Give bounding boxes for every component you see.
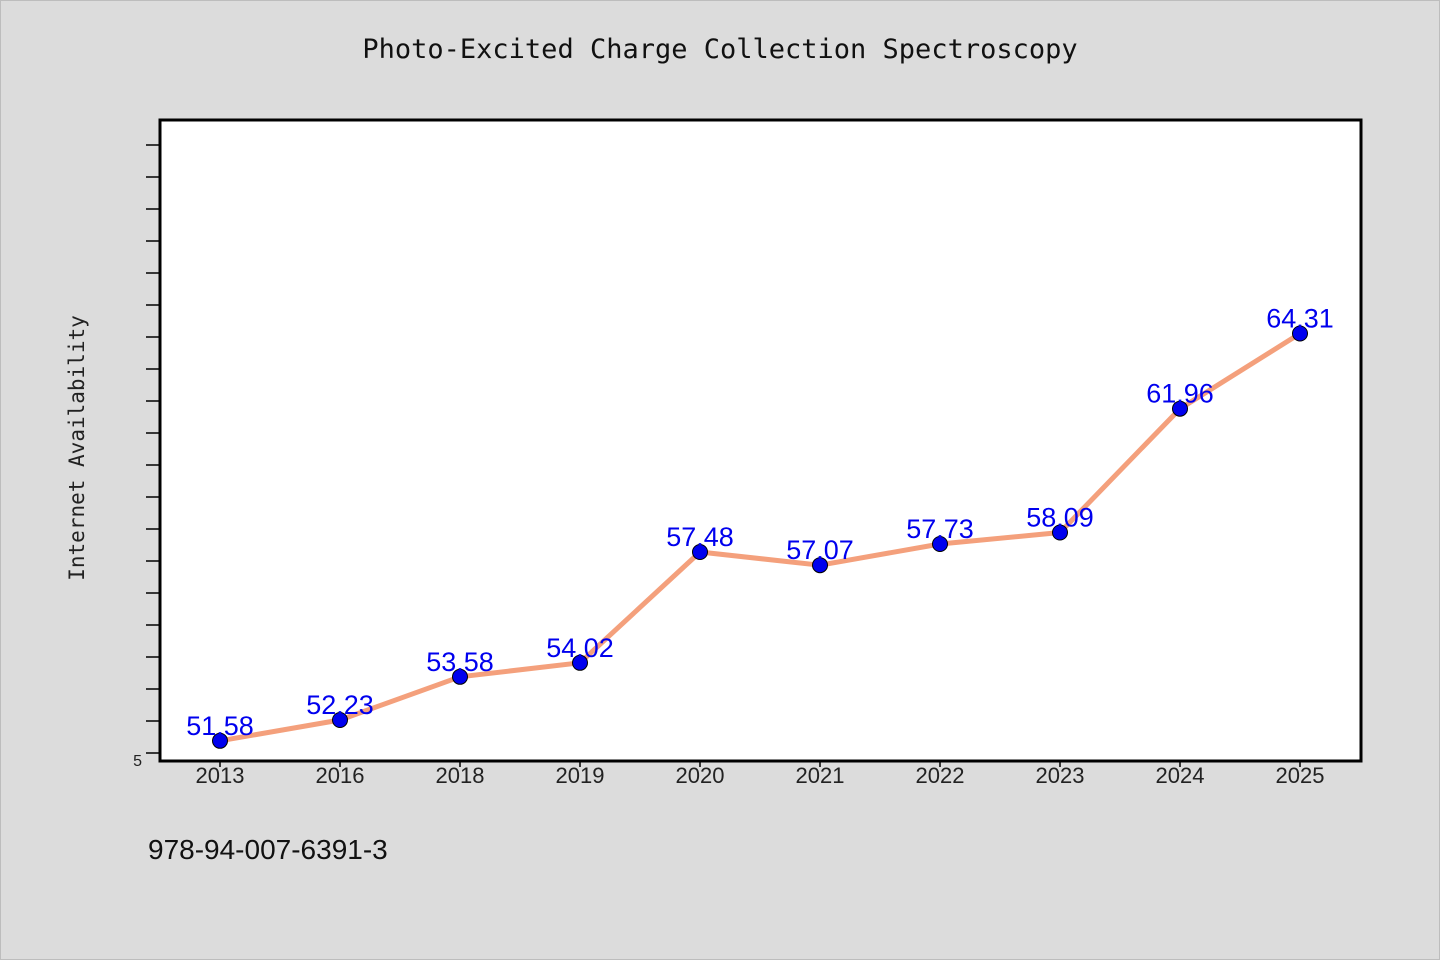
data-label: 57.48 xyxy=(666,522,734,552)
data-point xyxy=(812,557,828,574)
y-axis-ticks: 5 xyxy=(133,144,160,770)
data-point xyxy=(1292,325,1308,342)
x-tick-label: 2024 xyxy=(1156,763,1205,788)
y-axis-label: Internet Availability xyxy=(65,315,89,581)
data-label: 51.58 xyxy=(186,711,254,741)
x-tick-label: 2013 xyxy=(196,763,245,788)
data-point xyxy=(332,712,348,728)
x-tick-label: 2018 xyxy=(436,763,485,788)
data-label: 58.09 xyxy=(1026,503,1094,533)
y-tick-label: 5 xyxy=(133,753,142,770)
data-point xyxy=(1052,524,1068,541)
data-label: 52.23 xyxy=(306,690,374,720)
series-markers xyxy=(212,325,1308,749)
data-labels: 51.58 52.23 53.58 54.02 57.48 57.07 57.73 58.09… xyxy=(186,304,1334,741)
data-point xyxy=(932,536,948,552)
x-axis-ticks: 2013 2016 2018 2019 2020 2021 2022 2023 2024 2025 xyxy=(196,761,1325,788)
x-tick-label: 2016 xyxy=(316,763,365,788)
chart-title: Photo-Excited Charge Collection Spectros… xyxy=(362,34,1078,65)
x-tick-label: 2021 xyxy=(796,763,845,788)
data-label: 57.07 xyxy=(786,535,854,565)
x-tick-label: 2020 xyxy=(676,763,725,788)
data-label: 61.96 xyxy=(1146,379,1214,409)
data-label: 54.02 xyxy=(546,633,614,663)
data-point xyxy=(1172,400,1188,417)
data-point xyxy=(692,544,708,560)
plot-area xyxy=(158,118,1363,763)
data-label: 53.58 xyxy=(426,647,494,677)
x-tick-label: 2022 xyxy=(916,763,965,788)
data-label: 57.73 xyxy=(906,514,974,544)
data-label: 64.31 xyxy=(1266,304,1334,334)
data-point xyxy=(452,668,468,685)
data-point xyxy=(572,654,588,671)
x-tick-label: 2025 xyxy=(1276,763,1325,788)
x-tick-label: 2019 xyxy=(556,763,605,788)
footer-code: 978-94-007-6391-3 xyxy=(148,834,388,865)
x-tick-label: 2023 xyxy=(1036,763,1085,788)
data-point xyxy=(212,732,228,749)
series-line xyxy=(219,331,1302,744)
